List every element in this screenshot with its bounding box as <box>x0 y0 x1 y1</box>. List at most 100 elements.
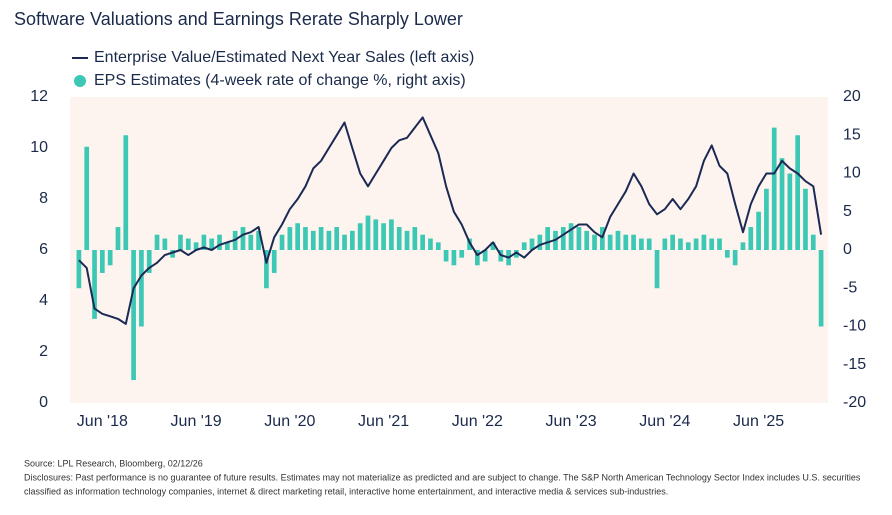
bar <box>787 173 793 250</box>
bar <box>482 250 488 262</box>
bar <box>404 230 410 250</box>
bar <box>568 223 574 250</box>
bar <box>162 238 168 250</box>
bar <box>685 242 691 250</box>
bar <box>646 238 652 250</box>
bar <box>326 230 332 250</box>
bar <box>295 223 300 250</box>
legend-label: Enterprise Value/Estimated Next Year Sal… <box>94 49 474 66</box>
bar <box>725 250 730 258</box>
bar <box>76 250 82 289</box>
disclosure: Disclosures: Past performance is no guar… <box>24 472 861 482</box>
bar <box>287 227 293 250</box>
bar <box>740 242 746 250</box>
bar <box>670 234 675 250</box>
bar <box>662 238 668 250</box>
legend-marker <box>74 75 86 87</box>
bar <box>256 230 261 250</box>
bar <box>428 238 433 250</box>
bar <box>154 234 160 250</box>
y2-tick-label: 20 <box>843 88 861 105</box>
bar <box>709 238 715 250</box>
chart-title: Software Valuations and Earnings Rerate … <box>14 9 463 29</box>
bar <box>209 238 215 250</box>
bar <box>600 227 605 250</box>
bar <box>521 242 527 250</box>
bar <box>357 223 363 250</box>
bar <box>545 227 550 250</box>
plot-background <box>70 97 828 403</box>
bar <box>373 219 379 250</box>
line <box>78 116 823 325</box>
bar <box>435 242 441 250</box>
bar <box>279 234 285 250</box>
bar <box>795 135 800 250</box>
bar <box>576 227 582 250</box>
bar <box>607 234 613 250</box>
bar <box>240 227 246 250</box>
bar <box>756 211 761 250</box>
bar <box>818 250 824 327</box>
bar <box>217 234 222 250</box>
y-tick-label: 6 <box>39 241 48 258</box>
bar <box>131 250 136 381</box>
bar <box>248 234 254 250</box>
y-tick-label: 4 <box>39 292 48 309</box>
disclosure: classified as information technology com… <box>24 486 668 496</box>
bar <box>193 242 199 250</box>
x-tick-label: Jun '18 <box>77 413 128 430</box>
bar <box>592 234 597 250</box>
bar <box>185 238 191 250</box>
bar <box>584 230 590 250</box>
x-tick-label: Jun '20 <box>264 413 315 430</box>
bar <box>381 223 386 250</box>
y-tick-label: 0 <box>39 394 48 411</box>
y2-tick-label: 15 <box>843 126 861 143</box>
bar <box>623 234 629 250</box>
y-tick-label: 10 <box>30 139 48 156</box>
bar <box>678 238 683 250</box>
bar <box>615 230 621 250</box>
y2-tick-label: 5 <box>843 203 852 220</box>
bar <box>514 250 519 258</box>
bar <box>639 238 644 250</box>
bar <box>92 250 97 319</box>
y2-tick-label: 0 <box>843 241 852 258</box>
bar <box>264 250 269 289</box>
bar <box>654 250 660 289</box>
y-tick-label: 8 <box>39 190 48 207</box>
x-tick-label: Jun '24 <box>639 413 690 430</box>
bar <box>342 234 347 250</box>
bar <box>764 188 769 250</box>
bar <box>451 250 457 266</box>
bar <box>334 227 340 250</box>
bar <box>771 127 777 250</box>
x-tick-label: Jun '19 <box>171 413 222 430</box>
bar <box>396 227 402 250</box>
x-tick-label: Jun '25 <box>733 413 784 430</box>
bar <box>459 250 465 258</box>
y-tick-label: 12 <box>30 88 48 105</box>
bar <box>537 234 543 250</box>
bar <box>100 250 105 273</box>
bar <box>271 250 277 273</box>
bar <box>115 227 121 250</box>
bar <box>717 238 722 250</box>
y-tick-label: 2 <box>39 343 48 360</box>
bar <box>107 250 113 266</box>
bar <box>350 230 355 250</box>
y2-tick-label: -10 <box>843 318 866 335</box>
bar <box>412 227 418 250</box>
bar <box>201 234 207 250</box>
y2-tick-label: 10 <box>843 165 861 182</box>
bar <box>810 234 816 250</box>
bar <box>748 227 754 250</box>
bar <box>701 234 707 250</box>
bar <box>732 250 738 266</box>
bar <box>123 135 129 250</box>
bar <box>779 158 785 250</box>
y2-tick-label: -5 <box>843 279 857 296</box>
bar <box>139 250 144 327</box>
